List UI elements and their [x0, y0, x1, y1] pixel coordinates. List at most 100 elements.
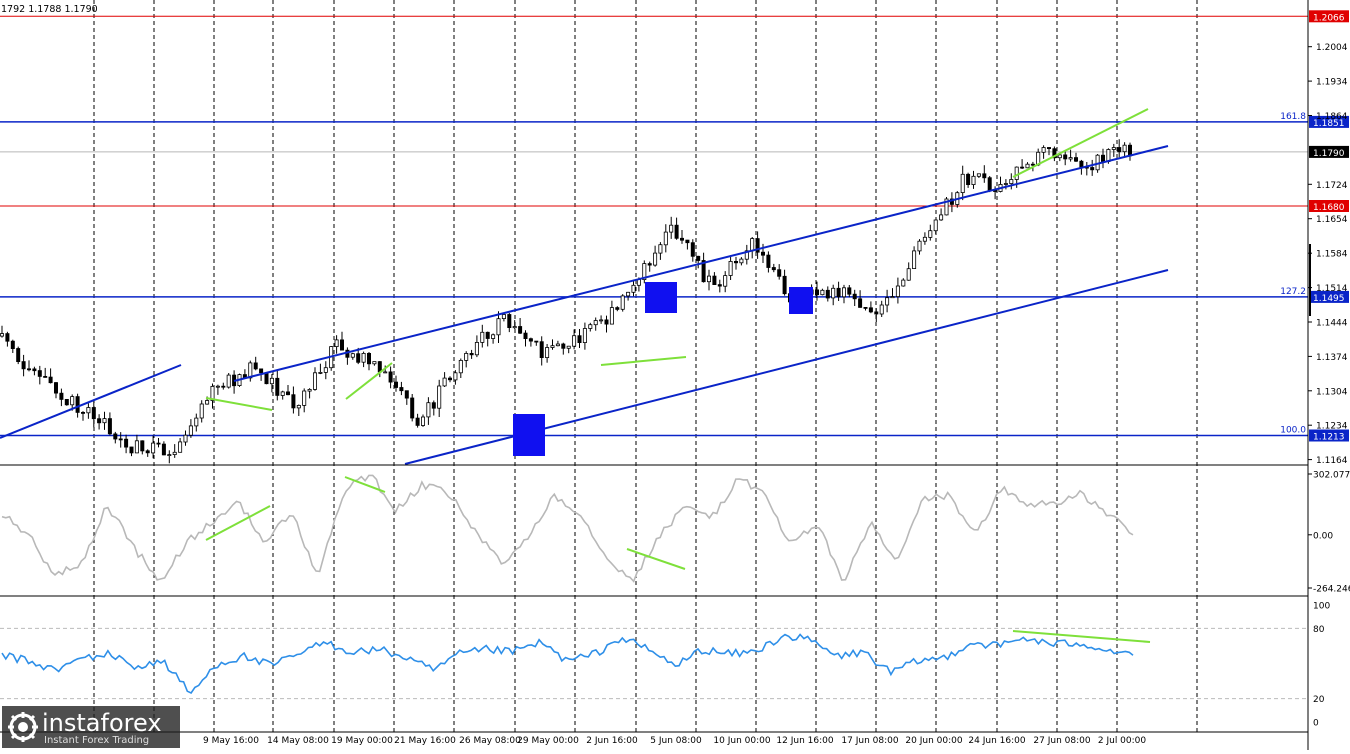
bullish-candle: [183, 434, 188, 443]
price-axis-label: 1.1654: [1316, 215, 1348, 225]
price-tag-label: 1.1495: [1313, 294, 1345, 304]
bullish-candle: [102, 418, 107, 424]
cci-divergence-line: [205, 505, 271, 541]
bearish-candle: [285, 391, 290, 396]
price-tag-label: 1.2066: [1313, 13, 1345, 23]
bullish-candle: [555, 343, 560, 347]
chart-quote-header: 1792 1.1788 1.1790: [1, 4, 98, 15]
bearish-candle: [16, 348, 21, 363]
price-axis-label: 1.1374: [1316, 353, 1348, 363]
rsi-axis-label: 100: [1313, 602, 1330, 612]
bearish-candle: [59, 392, 64, 400]
bearish-candle: [156, 442, 161, 445]
bearish-candle: [647, 263, 652, 266]
bearish-candle: [782, 275, 787, 295]
price-tag-1.1213: [1309, 429, 1349, 442]
price-tag-1.2066: [1309, 10, 1349, 23]
bullish-candle: [728, 260, 733, 276]
price-axis-label: 1.2004: [1316, 43, 1348, 53]
bearish-candle: [528, 338, 533, 342]
bearish-candle: [431, 402, 436, 409]
bearish-candle: [140, 440, 145, 452]
bullish-candle: [453, 372, 458, 381]
bearish-candle: [755, 238, 760, 253]
bullish-candle: [86, 407, 91, 414]
signal-marker-box: [513, 414, 545, 456]
bearish-candle: [982, 173, 987, 179]
cci-axis-label: -264.246: [1313, 585, 1350, 595]
time-axis-label: 20 Jun 00:00: [905, 736, 962, 746]
rsi-axis-label: 20: [1313, 695, 1325, 705]
price-axis-label: 1.1584: [1316, 250, 1348, 260]
bullish-candle: [917, 240, 922, 252]
bearish-candle: [847, 287, 852, 295]
time-axis-label: 2 Jun 16:00: [586, 736, 638, 746]
bullish-candle: [545, 347, 550, 359]
bearish-candle: [690, 242, 695, 257]
bullish-candle: [226, 374, 231, 388]
bullish-candle: [890, 296, 895, 299]
bullish-candle: [960, 173, 965, 194]
bearish-candle: [291, 394, 296, 409]
bearish-candle: [734, 260, 739, 264]
bullish-candle: [361, 352, 366, 363]
time-axis-label: 10 Jun 00:00: [713, 736, 770, 746]
bearish-candle: [10, 340, 15, 350]
bullish-candle: [1025, 163, 1030, 169]
bearish-candle: [966, 173, 971, 186]
rsi-axis-label: 0: [1313, 719, 1319, 729]
bullish-candle: [944, 198, 949, 216]
ascending-channel-upper-line: [233, 145, 1169, 382]
bearish-candle: [815, 289, 820, 296]
bearish-candle: [404, 390, 409, 399]
bullish-candle: [550, 345, 555, 348]
bullish-candle: [437, 385, 442, 409]
bearish-candle: [1128, 144, 1133, 157]
bullish-candle: [474, 341, 479, 356]
bearish-candle: [339, 339, 344, 351]
bearish-candle: [518, 326, 523, 334]
bullish-candle: [334, 339, 339, 347]
bullish-candle: [707, 275, 712, 283]
bullish-candle: [939, 214, 944, 221]
price-axis-label: 1.1514: [1316, 284, 1348, 294]
bullish-candle: [420, 416, 425, 426]
price-tag-1.1495: [1309, 290, 1349, 303]
bullish-candle: [582, 328, 587, 344]
time-axis-label: 12 Jun 16:00: [776, 736, 833, 746]
bullish-candle: [151, 442, 156, 454]
divergence-line: [1012, 108, 1149, 178]
bearish-candle: [674, 224, 679, 239]
price-tag-1.1790: [1309, 145, 1349, 158]
bullish-candle: [215, 385, 220, 388]
cci-divergence-line: [626, 548, 686, 570]
bullish-candle: [269, 377, 274, 385]
bullish-candle: [663, 231, 668, 246]
watermark-brand: instaforex: [42, 709, 162, 737]
bearish-candle: [561, 343, 566, 349]
bullish-candle: [609, 307, 614, 325]
bullish-candle: [820, 289, 825, 296]
bullish-candle: [178, 441, 183, 453]
bullish-candle: [296, 404, 301, 409]
bearish-candle: [54, 382, 59, 394]
bullish-candle: [669, 224, 674, 233]
bullish-candle: [933, 219, 938, 232]
bearish-candle: [534, 340, 539, 343]
bullish-candle: [480, 331, 485, 343]
bullish-candle: [599, 319, 604, 322]
bearish-candle: [393, 381, 398, 388]
time-axis-label: 2 Jul 00:00: [1098, 736, 1147, 746]
bullish-candle: [739, 258, 744, 264]
bullish-candle: [572, 335, 577, 347]
bullish-candle: [350, 353, 355, 358]
bullish-candle: [1009, 179, 1014, 184]
bearish-candle: [712, 275, 717, 286]
bearish-candle: [1030, 163, 1035, 166]
bearish-candle: [118, 438, 123, 441]
bearish-candle: [539, 341, 544, 359]
bearish-candle: [264, 372, 269, 385]
time-axis-label: 27 Jun 08:00: [1033, 736, 1090, 746]
